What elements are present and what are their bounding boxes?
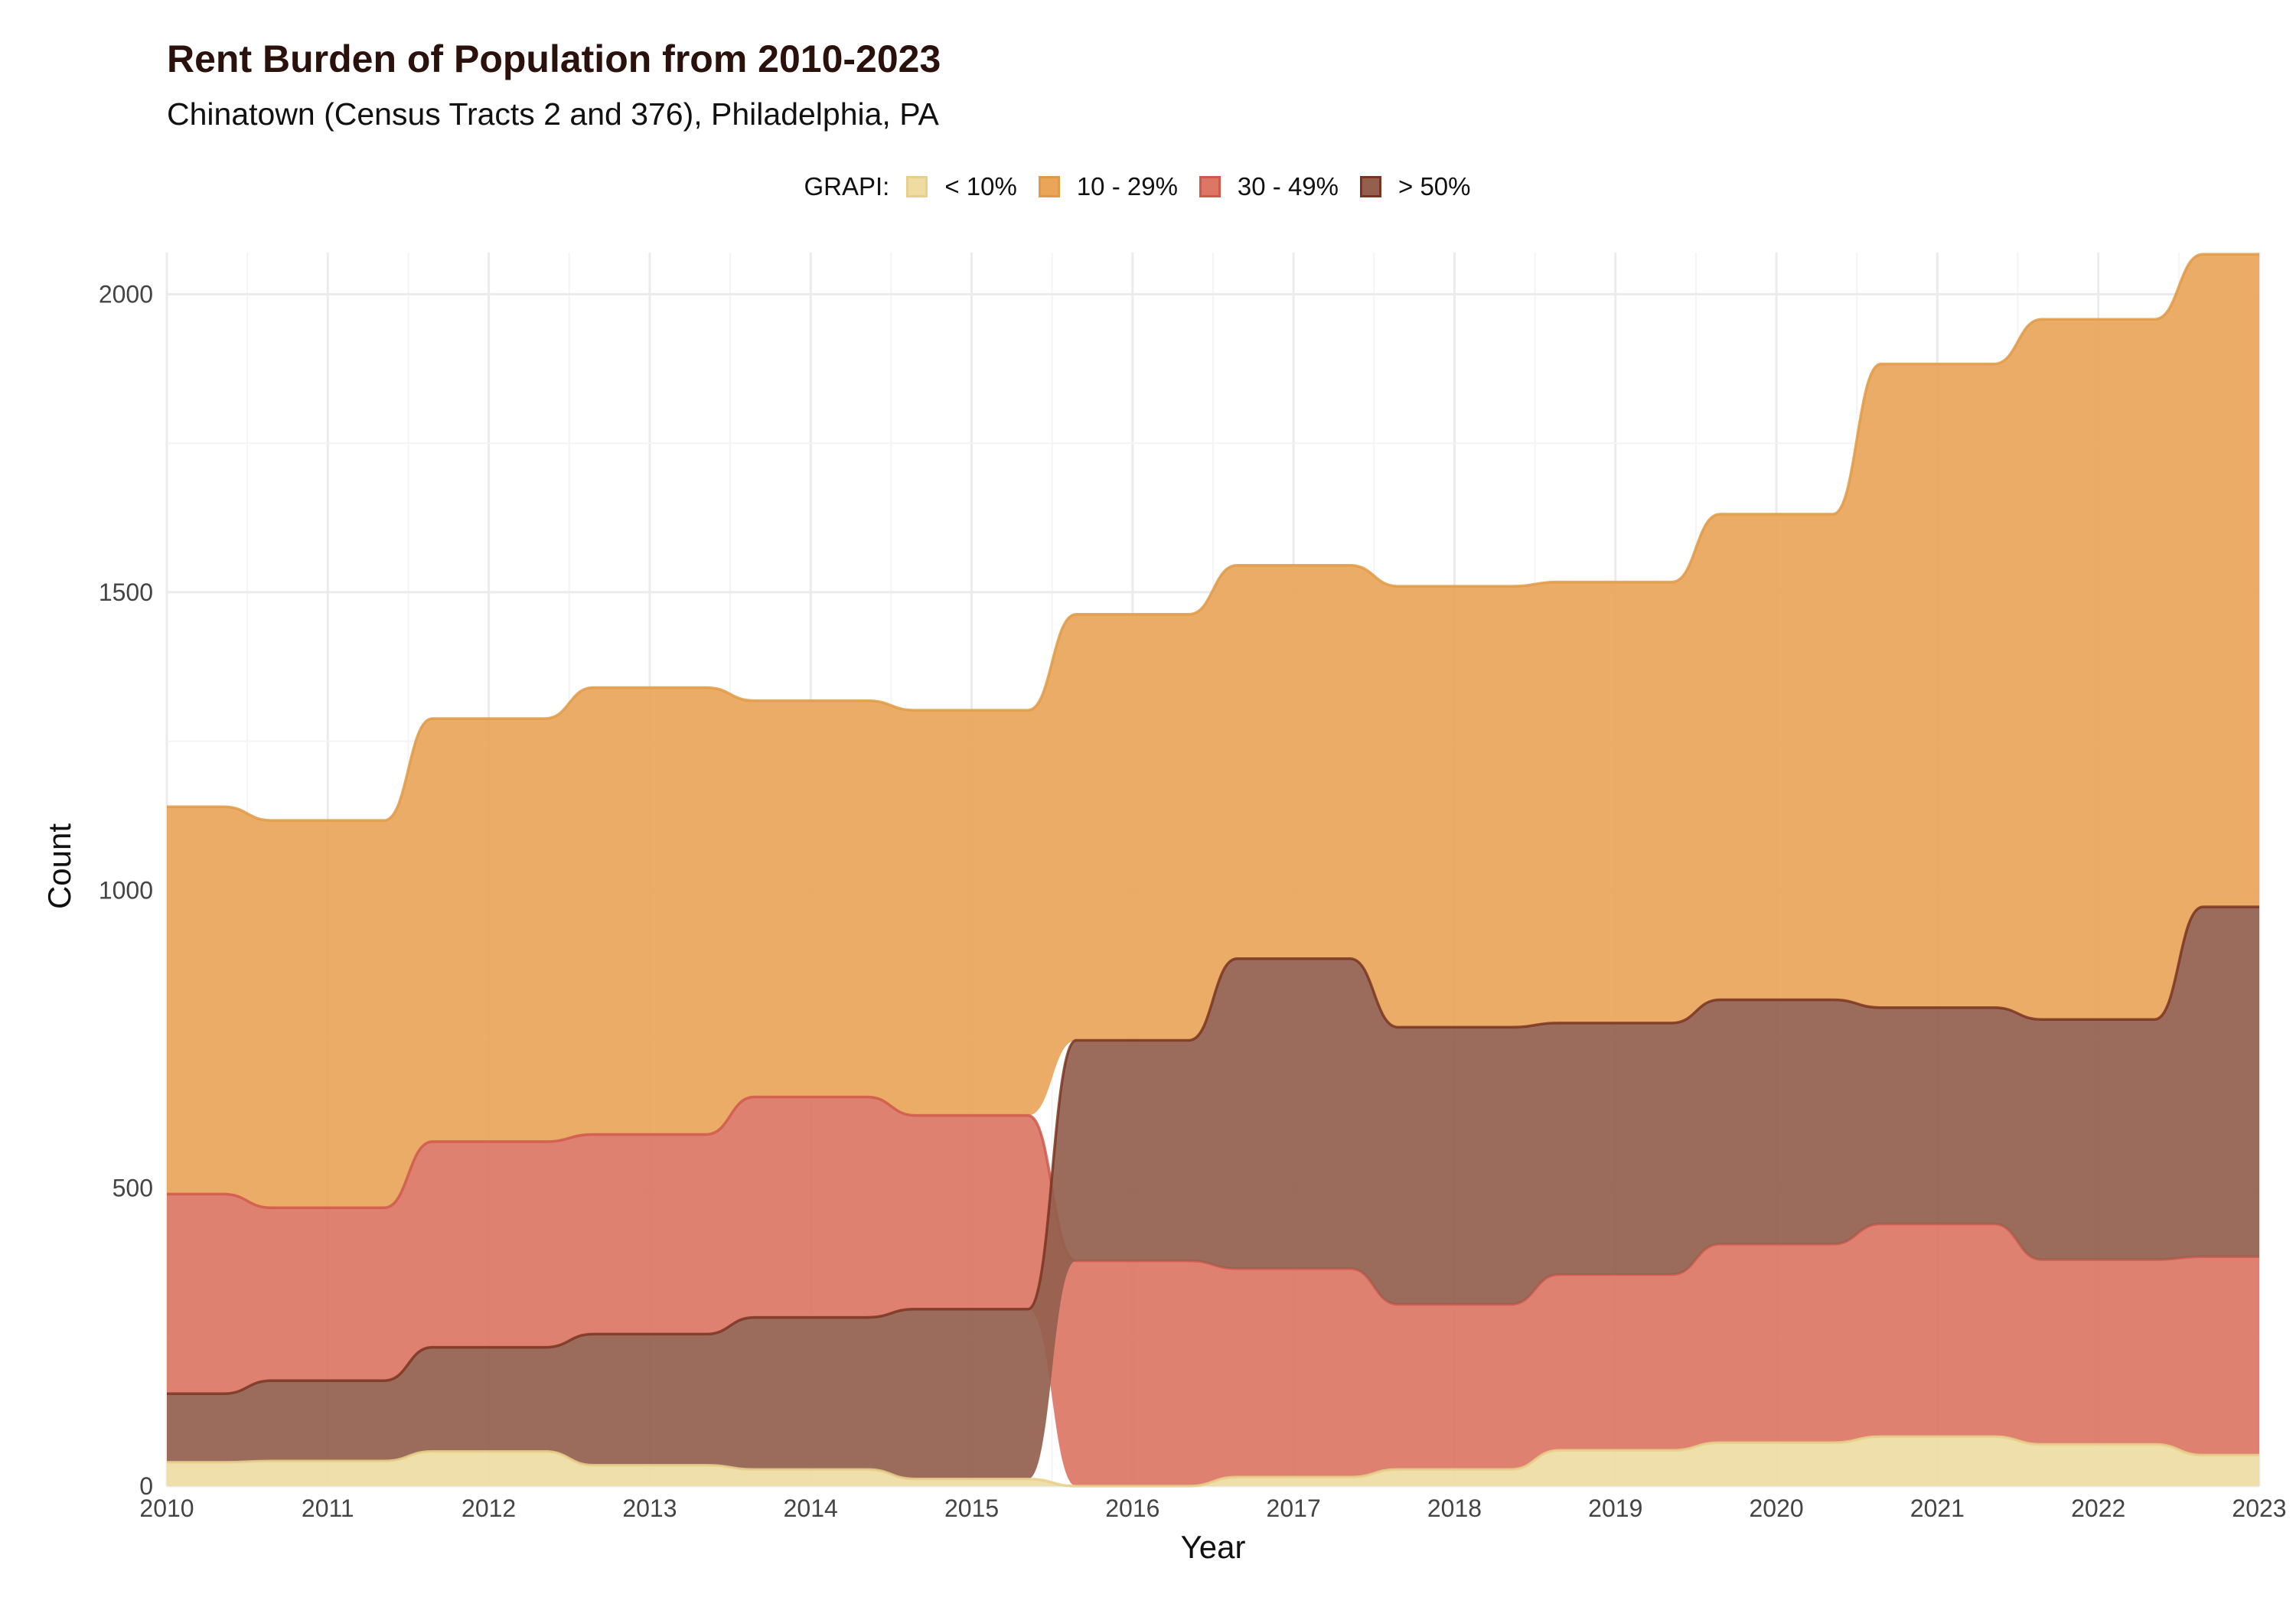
y-axis-title: Count	[41, 823, 77, 909]
x-tick-label: 2015	[944, 1495, 999, 1522]
legend-label-10-29: 10 - 29%	[1076, 172, 1178, 200]
legend-label-gt50: > 50%	[1398, 172, 1471, 200]
x-tick-label: 2023	[2232, 1495, 2286, 1522]
area-gt50	[167, 907, 2259, 1479]
area-outline-lt10	[167, 1435, 2259, 1488]
chart-title: Rent Burden of Population from 2010-2023	[167, 37, 941, 80]
legend-label-30-49: 30 - 49%	[1237, 172, 1339, 200]
legend-swatch-lt10	[906, 176, 928, 197]
legend-label-lt10: < 10%	[944, 172, 1017, 200]
area-30-49	[167, 1097, 2259, 1486]
x-tick-label: 2017	[1267, 1495, 1321, 1522]
x-axis-title: Year	[1181, 1529, 1246, 1565]
legend-item-10-29: 10 - 29%	[1038, 172, 1178, 201]
y-tick-label: 500	[113, 1175, 153, 1202]
x-tick-label: 2020	[1749, 1495, 1803, 1522]
chart-subtitle: Chinatown (Census Tracts 2 and 376), Phi…	[167, 96, 939, 132]
legend-swatch-10-29	[1038, 176, 1060, 197]
area-outline-10-29	[167, 253, 2259, 822]
tick-labels: 2010 2011 2012 2013 2014 2015 2016 2017 2018 2019…	[99, 281, 2287, 1522]
x-tick-label: 2014	[784, 1495, 838, 1522]
y-tick-label: 2000	[99, 281, 153, 308]
area-10-29	[167, 254, 2259, 1208]
area-layer	[167, 253, 2259, 1488]
x-tick-label: 2018	[1427, 1495, 1482, 1522]
x-tick-label: 2016	[1105, 1495, 1159, 1522]
x-tick-label: 2019	[1588, 1495, 1642, 1522]
legend-item-gt50: > 50%	[1360, 172, 1471, 201]
area-outline-gt50	[167, 905, 2259, 1396]
legend-swatch-30-49	[1199, 176, 1221, 197]
y-tick-label: 1000	[99, 876, 153, 904]
legend-title: GRAPI:	[804, 172, 890, 200]
x-tick-label: 2022	[2071, 1495, 2125, 1522]
legend-swatch-gt50	[1360, 176, 1382, 197]
area-lt10	[167, 1436, 2259, 1486]
x-tick-label: 2012	[461, 1495, 516, 1522]
x-tick-label: 2010	[139, 1495, 194, 1522]
x-tick-label: 2011	[302, 1495, 354, 1522]
legend: GRAPI: < 10% 10 - 29% 30 - 49% > 50%	[0, 167, 2296, 207]
x-tick-label: 2021	[1910, 1495, 1965, 1522]
legend-item-lt10: < 10%	[906, 172, 1017, 201]
y-tick-label: 0	[139, 1472, 153, 1500]
legend-item-30-49: 30 - 49%	[1199, 172, 1339, 201]
x-tick-label: 2013	[622, 1495, 677, 1522]
y-tick-label: 1500	[99, 579, 153, 606]
